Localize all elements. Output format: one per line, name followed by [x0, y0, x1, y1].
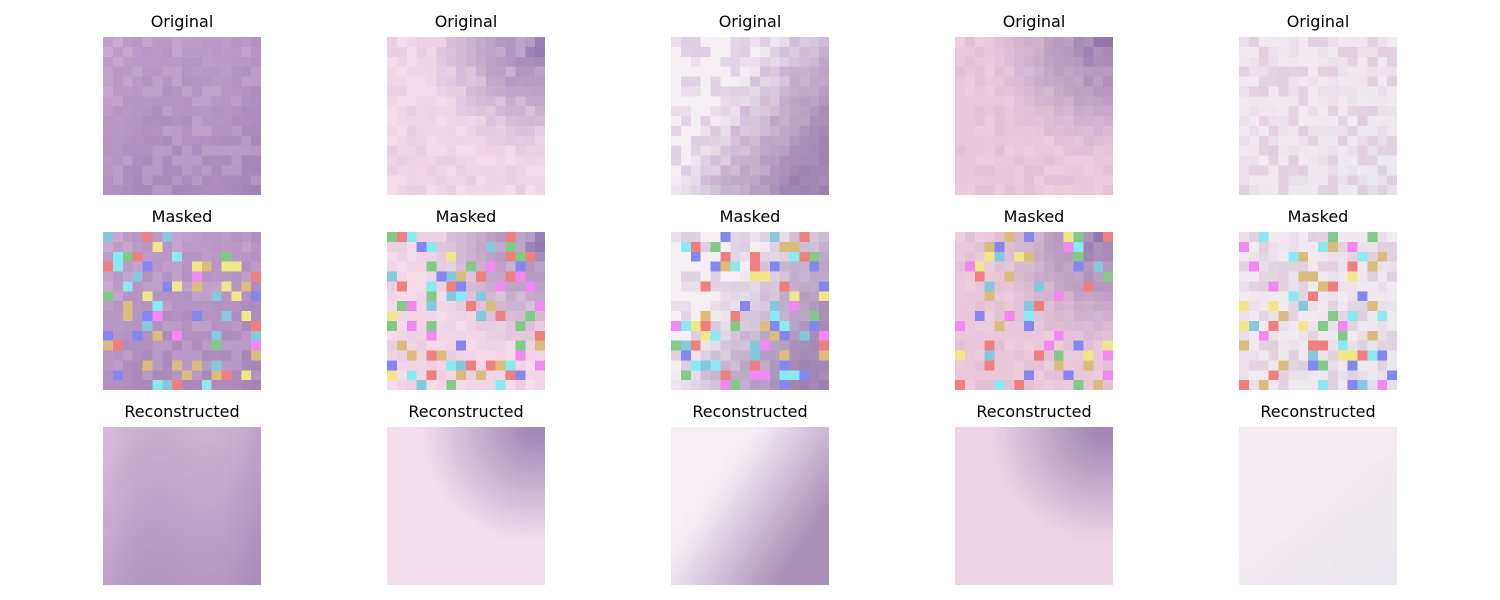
panel-title: Reconstructed [408, 402, 524, 421]
panel-title: Reconstructed [976, 402, 1092, 421]
panel-title: Masked [1003, 207, 1065, 226]
image-tile [1239, 37, 1397, 195]
image-tile [955, 37, 1113, 195]
image-tile [1239, 232, 1397, 390]
panel-title: Original [1286, 12, 1350, 31]
image-tile [955, 427, 1113, 585]
panel-title: Original [150, 12, 214, 31]
image-tile [387, 37, 545, 195]
panel-title: Reconstructed [124, 402, 240, 421]
image-tile [103, 37, 261, 195]
image-tile [671, 37, 829, 195]
image-tile [1239, 427, 1397, 585]
panel-title: Masked [435, 207, 497, 226]
image-tile [387, 232, 545, 390]
panel-title: Masked [151, 207, 213, 226]
image-tile [671, 427, 829, 585]
panel-title: Reconstructed [1260, 402, 1376, 421]
image-tile [103, 427, 261, 585]
image-tile [103, 232, 261, 390]
panel-title: Original [1002, 12, 1066, 31]
panel-title: Reconstructed [692, 402, 808, 421]
image-tile [955, 232, 1113, 390]
panel-title: Masked [719, 207, 781, 226]
image-tile [671, 232, 829, 390]
panel-title: Original [434, 12, 498, 31]
panel-title: Original [718, 12, 782, 31]
panel-title: Masked [1287, 207, 1349, 226]
image-tile [387, 427, 545, 585]
